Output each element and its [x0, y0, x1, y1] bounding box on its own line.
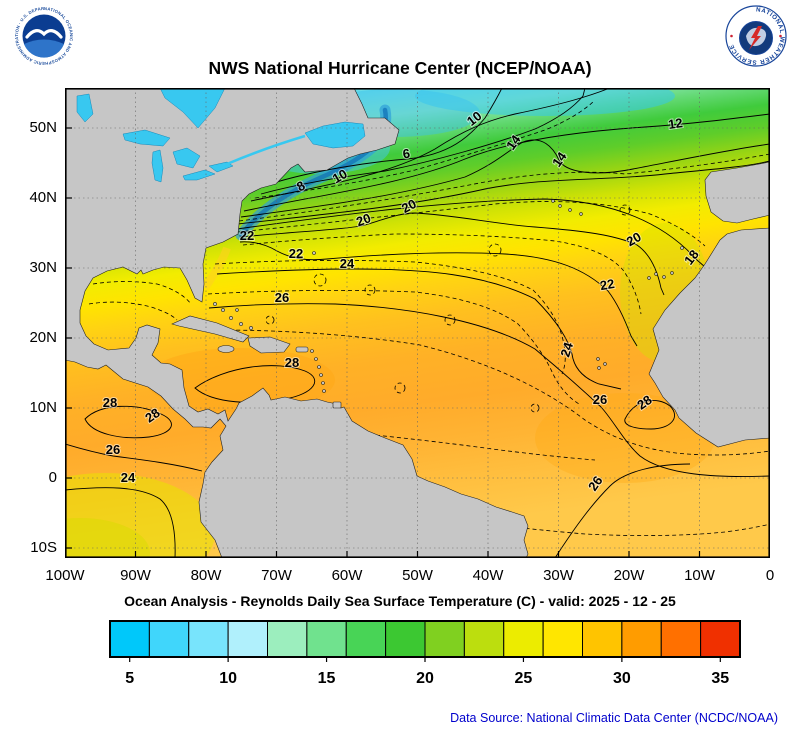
contour-label: 28	[285, 355, 299, 370]
lon-axis-label: 80W	[190, 567, 222, 584]
graticule	[65, 88, 770, 558]
lat-axis-label: 30N	[29, 258, 57, 276]
lon-axis-label: 100W	[45, 567, 85, 584]
lake-michigan	[151, 149, 164, 183]
st-lawrence-river	[226, 134, 306, 166]
cape-verde-islands	[596, 357, 607, 370]
contour-label: 22	[240, 228, 254, 243]
contour-label: 12	[667, 115, 683, 132]
madeira	[680, 246, 684, 250]
lat-axis-label: 10N	[29, 398, 57, 416]
colorbar-cell	[267, 620, 308, 658]
contour-label: 26	[593, 392, 607, 407]
lon-axis-label: 20W	[613, 567, 645, 584]
page-title: NWS National Hurricane Center (NCEP/NOAA…	[208, 58, 592, 78]
lon-axis-label: 10W	[684, 567, 715, 584]
lat-axis-label: 50N	[29, 118, 57, 136]
colorbar-cell	[542, 620, 583, 658]
lon-axis-label: 50W	[402, 567, 433, 584]
contour-label: 24	[340, 256, 355, 271]
contour-label: 22	[289, 246, 303, 261]
nws-star-right	[779, 34, 782, 38]
colorbar-cell	[700, 620, 741, 658]
americas-landmass	[65, 88, 529, 558]
lon-axis-label: 60W	[331, 567, 363, 584]
lake-ontario	[208, 161, 234, 173]
lake-erie	[182, 169, 216, 181]
colorbar-cell	[109, 620, 150, 658]
contour-label: 28	[103, 395, 117, 410]
lat-axis-label: 20N	[29, 328, 57, 346]
temperature-colorbar: 5 10 15 20 25 30 35	[109, 620, 741, 687]
contour-label: 24	[557, 340, 576, 359]
map-frame	[65, 88, 770, 558]
colorbar-cell	[188, 620, 229, 658]
colorbar-cell	[582, 620, 623, 658]
contour-label: 26	[275, 290, 289, 305]
lake-huron	[172, 147, 201, 169]
colorbar-cell	[306, 620, 347, 658]
nws-lightning-icon	[749, 26, 762, 50]
nws-star-left	[730, 34, 733, 38]
intermediate-contours	[88, 101, 770, 536]
colorbar-cell	[385, 620, 426, 658]
lon-axis-label: 70W	[261, 567, 292, 584]
inland-water-layer	[76, 88, 366, 183]
colorbar-cell	[424, 620, 465, 658]
trinidad	[332, 401, 342, 409]
colorbar-tick-label: 35	[711, 670, 729, 687]
canary-islands	[647, 271, 674, 280]
contour-label: 22	[599, 276, 616, 293]
map-caption: Ocean Analysis - Reynolds Daily Sea Surf…	[124, 593, 676, 609]
cuba	[171, 315, 250, 343]
colorbar-cell	[227, 620, 268, 658]
contour-label: 26	[106, 442, 120, 457]
iberia-landmass	[704, 161, 770, 224]
lon-axis-label: 90W	[120, 567, 151, 584]
lesser-antilles	[310, 349, 326, 393]
bahamas-islands	[213, 302, 253, 330]
sst-contours	[65, 88, 770, 558]
colorbar-tick-label: 10	[219, 670, 237, 687]
colorbar-tick-label: 25	[515, 670, 533, 687]
contour-label: 6	[402, 146, 411, 162]
lon-axis-label: 40W	[472, 567, 504, 584]
gulf-of-st-lawrence	[304, 121, 366, 149]
hudson-james-bay	[159, 88, 226, 129]
lake-winnipeg	[76, 93, 94, 123]
contour-label: 20	[354, 210, 373, 229]
colorbar-cell	[148, 620, 190, 658]
jamaica	[217, 345, 235, 353]
colorbar-cell	[621, 620, 662, 658]
noaa-gull-icon	[25, 29, 63, 39]
bermuda	[312, 251, 316, 255]
colorbar-tick-label: 20	[416, 670, 434, 687]
colorbar-cell	[345, 620, 387, 658]
noaa-sea-shape	[24, 39, 64, 58]
lake-superior	[122, 129, 171, 147]
colorbar-tick-label: 30	[613, 670, 631, 687]
lon-axis-label: 0	[765, 567, 775, 584]
africa-landmass	[648, 227, 770, 448]
colorbar-cell	[463, 620, 505, 658]
noaa-logo: NATIONAL OCEANIC AND ATMOSPHERIC ADMINIS…	[12, 4, 74, 66]
hispaniola	[247, 336, 291, 354]
colorbar-cell	[503, 620, 544, 658]
lat-axis-label: 10S	[30, 538, 57, 556]
lon-axis-label: 30W	[543, 567, 574, 584]
puerto-rico	[295, 346, 309, 353]
lat-axis-label: 40N	[29, 188, 57, 206]
colorbar-cell	[660, 620, 702, 658]
lat-axis-label: 0	[48, 468, 57, 486]
colorbar-tick-label: 15	[318, 670, 336, 687]
data-source-text: Data Source: National Climatic Data Cent…	[450, 711, 778, 725]
colorbar-tick-label: 5	[125, 670, 134, 687]
nws-logo: NATIONAL WEATHER SERVICE	[725, 5, 787, 67]
contour-label: 24	[121, 470, 136, 485]
